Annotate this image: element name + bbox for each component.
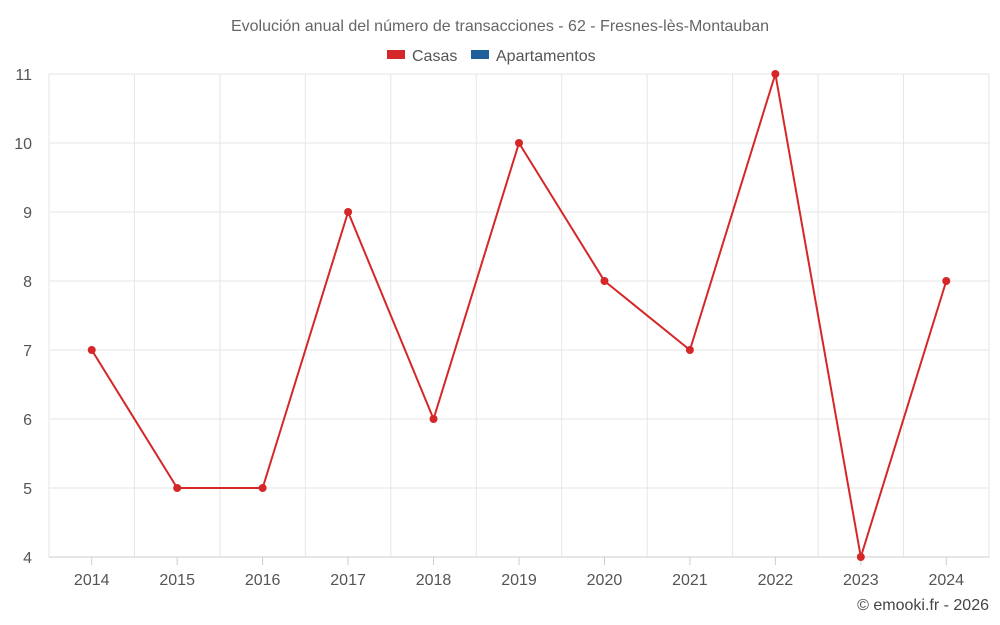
- y-tick-label: 11: [15, 67, 32, 84]
- data-point[interactable]: [515, 139, 523, 147]
- y-tick-label: 4: [23, 550, 32, 567]
- x-tick-label: 2023: [843, 572, 879, 589]
- data-point[interactable]: [429, 415, 438, 423]
- data-point[interactable]: [771, 70, 780, 78]
- y-tick-label: 7: [23, 343, 32, 360]
- legend-label-apartamentos[interactable]: Apartamentos: [496, 48, 596, 65]
- legend-swatch-apartamentos: [471, 50, 489, 59]
- x-tick-label: 2018: [416, 572, 452, 589]
- x-tick-label: 2014: [74, 572, 110, 589]
- y-tick-label: 6: [23, 412, 32, 429]
- data-point[interactable]: [258, 484, 267, 492]
- data-point[interactable]: [344, 208, 353, 216]
- y-gridlines: [49, 73, 989, 489]
- legend-swatch-casas: [387, 50, 405, 59]
- data-point[interactable]: [87, 346, 96, 354]
- x-tick-label: 2020: [587, 572, 623, 589]
- credit-text: © emooki.fr - 2026: [857, 597, 989, 614]
- x-tick-labels: 2014 2015 2016 2017 2018 2019 2020 2021 2022 2023…: [74, 572, 964, 589]
- series-casas: [87, 70, 951, 561]
- data-point[interactable]: [685, 346, 694, 354]
- data-point[interactable]: [173, 484, 182, 492]
- x-tick-label: 2015: [159, 572, 195, 589]
- y-tick-label: 5: [23, 481, 32, 498]
- chart-title: Evolución anual del número de transaccio…: [231, 18, 769, 35]
- y-tick-label: 9: [23, 205, 32, 222]
- legend-label-casas[interactable]: Casas: [412, 48, 457, 65]
- x-tick-label: 2019: [501, 572, 537, 589]
- x-tick-label: 2022: [758, 572, 794, 589]
- x-tick-label: 2017: [330, 572, 366, 589]
- data-point[interactable]: [600, 277, 609, 285]
- legend: Casas Apartamentos: [387, 48, 596, 65]
- x-tick-label: 2021: [672, 572, 708, 589]
- x-tick-label: 2024: [928, 572, 964, 589]
- y-tick-label: 8: [23, 274, 32, 291]
- y-tick-labels: 4 5 6 7 8 9 10 11: [14, 67, 32, 567]
- y-tick-label: 10: [14, 136, 32, 153]
- x-tick-label: 2016: [245, 572, 281, 589]
- data-point[interactable]: [942, 277, 951, 285]
- axes: [49, 556, 989, 565]
- data-point[interactable]: [856, 553, 865, 561]
